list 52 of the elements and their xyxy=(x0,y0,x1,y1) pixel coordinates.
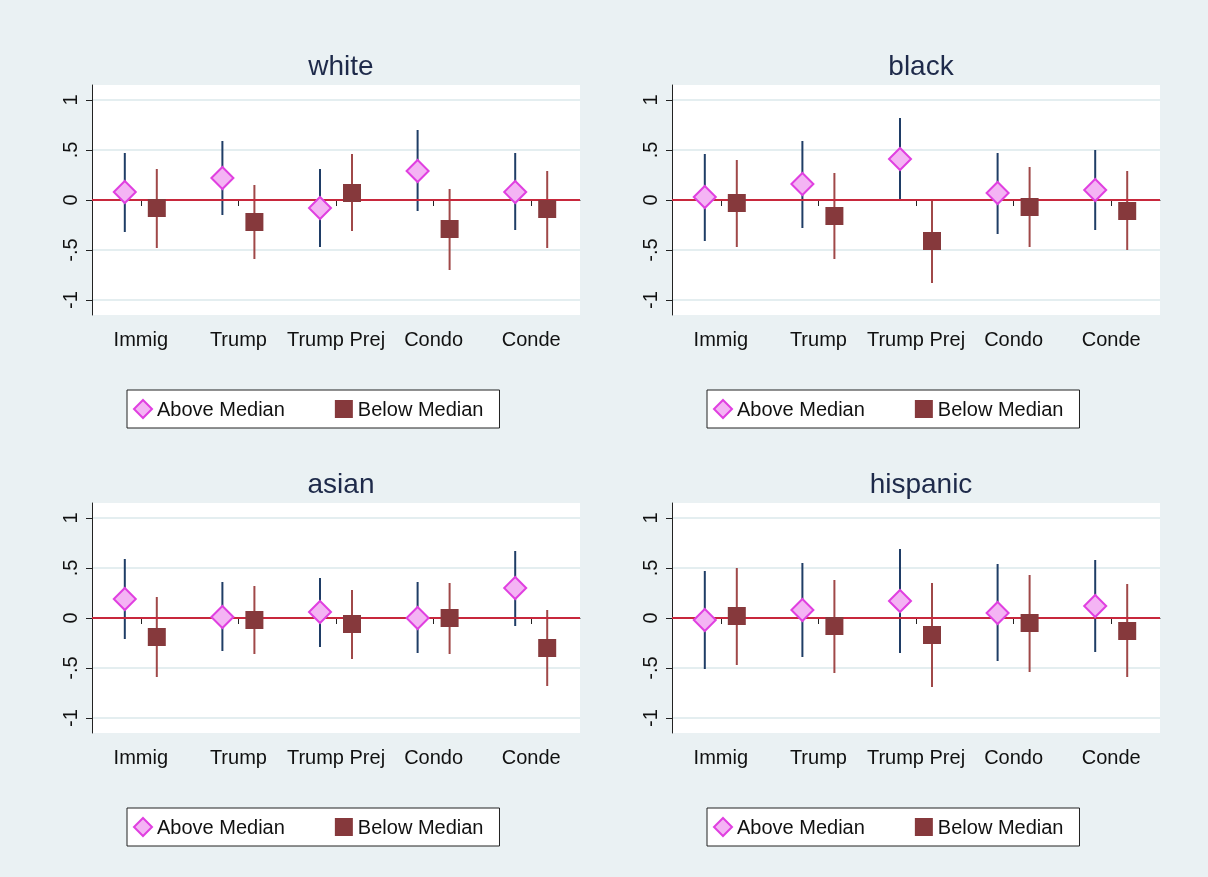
x-tick-label: Trump xyxy=(209,328,267,350)
x-tick-label: Trump Prej xyxy=(866,746,966,768)
y-tick-label: 0 xyxy=(639,194,661,206)
legend-label: Above Median xyxy=(157,816,285,838)
y-tick-label: -.5 xyxy=(639,238,661,262)
y-tick-label: .5 xyxy=(59,559,81,577)
legend-label: Below Median xyxy=(357,816,484,838)
x-tick-label: Immig xyxy=(113,328,169,350)
legend-label: Above Median xyxy=(157,398,285,420)
legend-label: Above Median xyxy=(737,398,865,420)
chart-title: white xyxy=(307,49,374,81)
x-tick-label: Conde xyxy=(1081,746,1141,768)
y-tick-label: 1 xyxy=(59,94,81,106)
x-tick-label: Condo xyxy=(404,328,464,350)
y-tick-label: -1 xyxy=(59,291,81,309)
chart-title: hispanic xyxy=(869,467,973,499)
y-tick-label: -1 xyxy=(639,709,661,727)
legend-label: Above Median xyxy=(737,816,865,838)
x-tick-label: Trump xyxy=(209,746,267,768)
y-tick-label: .5 xyxy=(639,141,661,159)
x-tick-label: Immig xyxy=(113,746,169,768)
x-tick-label: Condo xyxy=(404,746,464,768)
chart-title: black xyxy=(888,49,955,81)
y-tick-label: -1 xyxy=(59,709,81,727)
y-tick-label: 0 xyxy=(59,194,81,206)
y-tick-label: 1 xyxy=(639,94,661,106)
x-tick-label: Trump Prej xyxy=(866,328,966,350)
x-tick-label: Conde xyxy=(501,746,561,768)
y-tick-label: 1 xyxy=(639,512,661,524)
legend-label: Below Median xyxy=(937,398,1064,420)
legend-label: Below Median xyxy=(937,816,1064,838)
y-tick-label: -.5 xyxy=(639,656,661,680)
x-tick-label: Trump Prej xyxy=(286,746,386,768)
x-tick-label: Trump xyxy=(789,746,847,768)
y-tick-label: .5 xyxy=(59,141,81,159)
x-tick-label: Conde xyxy=(501,328,561,350)
x-tick-label: Condo xyxy=(984,746,1044,768)
y-tick-label: 1 xyxy=(59,512,81,524)
x-tick-label: Conde xyxy=(1081,328,1141,350)
x-tick-label: Trump xyxy=(789,328,847,350)
y-tick-label: 0 xyxy=(639,612,661,624)
legend-label: Below Median xyxy=(357,398,484,420)
y-tick-label: 0 xyxy=(59,612,81,624)
x-tick-label: Trump Prej xyxy=(286,328,386,350)
x-tick-label: Immig xyxy=(693,328,749,350)
x-tick-label: Condo xyxy=(984,328,1044,350)
y-tick-label: -.5 xyxy=(59,656,81,680)
y-tick-label: -.5 xyxy=(59,238,81,262)
y-tick-label: -1 xyxy=(639,291,661,309)
y-tick-label: .5 xyxy=(639,559,661,577)
chart-title: asian xyxy=(307,467,375,499)
x-tick-label: Immig xyxy=(693,746,749,768)
